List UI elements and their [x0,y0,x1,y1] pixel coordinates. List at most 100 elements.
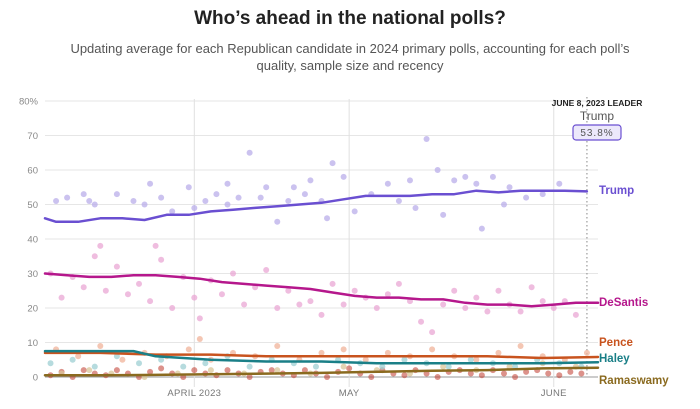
average-line-ramaswamy [43,366,600,377]
series-label-trump: Trump [599,185,634,197]
poll-point-trump [285,198,292,205]
poll-point-desantis [91,253,98,260]
poll-point-haley [312,363,319,370]
poll-point-trump [500,201,507,208]
poll-point-haley [113,353,120,360]
poll-point-other [556,372,563,379]
poll-point-trump [489,173,496,180]
poll-point-other [80,367,87,374]
poll-point-haley [47,360,54,367]
leader-value: 53.8% [580,128,613,139]
y-tick-label: 60 [27,166,38,177]
poll-point-haley [401,356,408,363]
y-tick-label: 80% [19,97,39,108]
y-tick-label: 50 [27,200,38,211]
poll-point-trump [523,194,530,201]
poll-point-pence [473,356,480,363]
poll-point-other [368,374,375,380]
y-tick-label: 10 [27,338,38,349]
poll-point-desantis [318,311,325,318]
poll-point-desantis [124,291,131,298]
poll-point-desantis [495,287,502,294]
poll-point-desantis [136,280,143,287]
poll-point-haley [246,363,253,370]
poll-point-pence [384,349,391,356]
poll-point-haley [180,363,187,370]
y-tick-label: 20 [27,304,38,315]
poll-point-trump [158,194,165,201]
poll-point-trump [113,191,120,198]
poll-point-pence [495,349,502,356]
poll-point-desantis [274,305,281,311]
poll-point-desantis [550,305,557,311]
poll-point-desantis [158,256,165,263]
poll-point-other [113,367,120,374]
poll-point-desantis [429,329,436,336]
series-label-ramaswamy: Ramaswamy [599,375,669,387]
chart-subtitle: Updating average for each Republican can… [70,41,630,73]
poll-point-haley [158,356,165,363]
poll-point-trump [556,180,563,187]
poll-point-trump [451,177,458,184]
poll-point-trump [263,184,270,191]
poll-point-other [224,367,231,374]
poll-point-trump [224,180,231,187]
poll-point-desantis [384,291,391,298]
poll-point-trump [434,167,441,173]
chart-title: Who’s ahead in the national polls? [194,8,506,29]
poll-point-pence [517,342,524,349]
poll-point-desantis [329,280,336,287]
poll-point-other [324,374,331,380]
poll-point-desantis [230,270,237,277]
poll-point-desantis [539,298,546,305]
poll-point-other [346,365,353,372]
poll-point-trump [64,194,71,201]
poll-point-desantis [528,284,535,291]
poll-point-desantis [58,294,65,301]
poll-point-desantis [462,305,469,311]
poll-point-pence [196,336,203,343]
poll-point-other [401,372,408,379]
poll-point-desantis [307,298,314,305]
poll-point-trump [80,191,87,198]
poll-point-pence [185,346,192,353]
average-line-pence [43,351,600,360]
poll-point-trump [307,177,314,184]
poll-point-trump [202,198,209,205]
poll-point-haley [445,363,452,370]
poll-point-desantis [113,263,120,270]
poll-point-haley [202,360,209,367]
x-tick-label: APRIL 2023 [167,388,221,399]
poll-point-desantis [263,267,270,274]
poll-point-trump [324,215,331,222]
y-tick-label: 40 [27,235,38,246]
poll-point-trump [412,204,419,211]
poll-point-trump [301,191,308,198]
poll-point-pence [429,346,436,353]
poll-point-trump [147,180,154,187]
poll-point-desantis [147,298,154,305]
poll-point-trump [185,184,192,191]
poll-point-desantis [517,308,524,315]
poll-point-desantis [296,301,303,308]
poll-point-ramaswamy [274,367,281,374]
y-tick-label: 0 [33,373,38,384]
poll-point-pence [97,342,104,349]
poll-point-ramaswamy [440,363,447,370]
poll-point-trump [539,191,546,198]
poll-point-other [523,368,530,375]
poll-point-desantis [196,315,203,322]
poll-point-desantis [451,287,458,294]
poll-point-trump [423,135,430,142]
poll-point-desantis [102,287,109,294]
poll-point-trump [290,184,297,191]
poll-point-desantis [440,301,447,308]
poll-point-haley [136,360,143,367]
poll-point-trump [91,201,98,208]
poll-point-desantis [351,287,358,294]
poll-point-desantis [97,242,104,249]
poll-point-other [545,370,552,377]
average-line-haley [43,349,600,365]
poll-point-desantis [169,305,176,311]
poll-point-other [434,374,441,380]
